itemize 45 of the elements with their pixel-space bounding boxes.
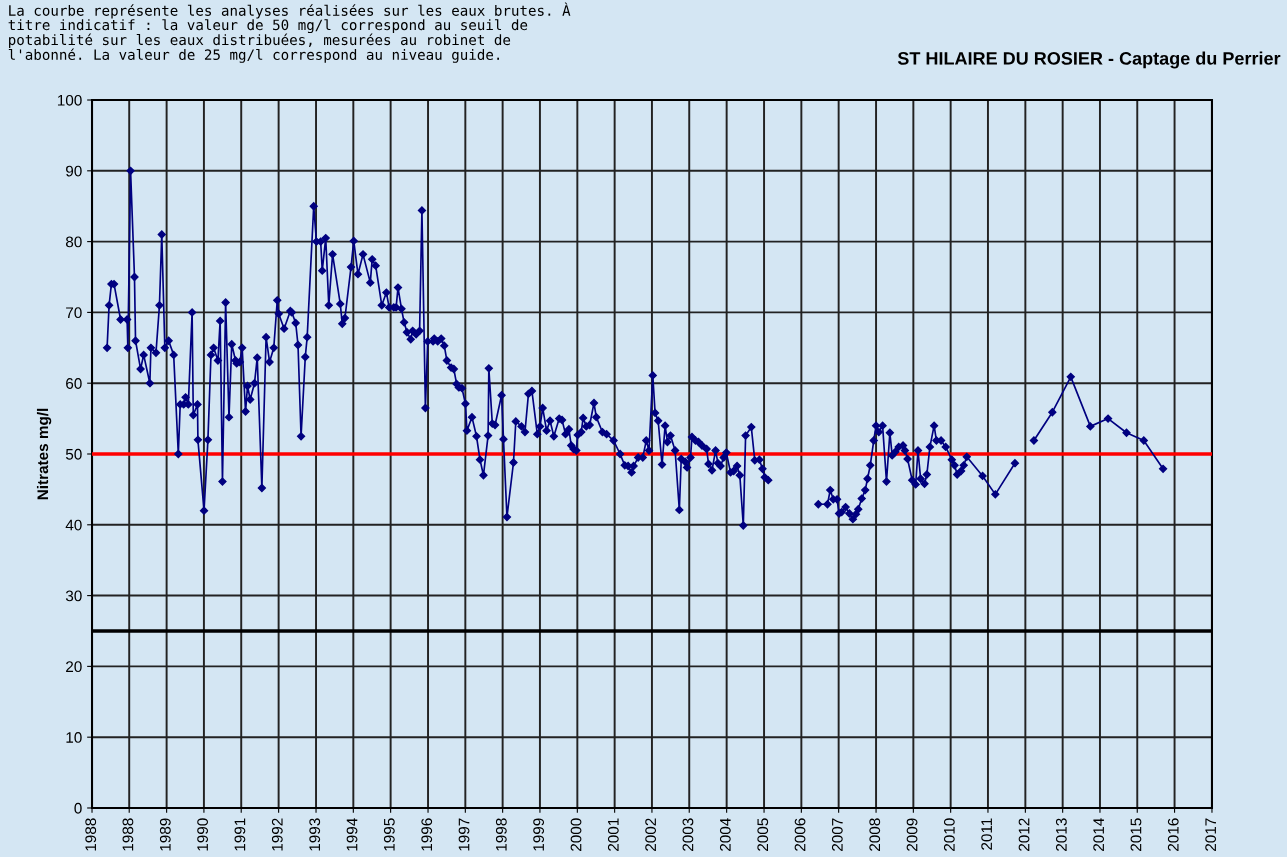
x-tick-label: 1998 — [495, 818, 507, 851]
y-tick-label: 100 — [57, 94, 82, 106]
x-tick-label: 2009 — [906, 818, 918, 851]
x-tick-label: 2000 — [570, 818, 582, 851]
x-tick-label: 2016 — [1167, 818, 1179, 851]
y-tick-label: 40 — [65, 519, 82, 531]
y-tick-label: 20 — [66, 661, 82, 673]
x-tick-label: 2007 — [831, 818, 843, 851]
text: La courbe représente les analyses réalisées sur les eaux brutes. À titre indicatif : la valeur de 50 mg/l correspond au seuil de potabilité sur les eaux distribuées, mesurées au robinet de l'abonné. La valeur de 25 mg/l correspond au niveau guide. — [8, 2, 571, 63]
y-tick-label: 50 — [65, 448, 82, 460]
x-tick-label: 1988 — [85, 818, 97, 851]
x-tick-label: 2003 — [682, 818, 694, 851]
x-tick-label: 2004 — [719, 818, 731, 851]
x-tick-label: 1990 — [197, 818, 209, 851]
x-tick-label: 2017 — [1205, 818, 1217, 851]
x-tick-label: 1993 — [309, 818, 321, 851]
x-tick-label: 1994 — [346, 818, 358, 851]
x-tick-label: 2014 — [1093, 818, 1105, 851]
x-tick-label: 1999 — [533, 818, 545, 851]
x-tick-label: 1996 — [421, 818, 433, 851]
x-tick-label: 2002 — [645, 818, 657, 851]
x-tick-label: 2013 — [1055, 818, 1067, 851]
x-tick-label: 1995 — [383, 818, 395, 851]
x-tick-label: 2011 — [981, 818, 993, 850]
x-tick-label: 2008 — [869, 818, 881, 851]
x-tick-label: 2012 — [1018, 818, 1030, 851]
y-tick-label: 0 — [74, 802, 82, 814]
x-tick-label: 1989 — [159, 818, 171, 851]
x-tick-label: 1991 — [234, 818, 246, 851]
x-tick-label: 2006 — [794, 818, 806, 851]
x-tick-label: 1988 — [122, 818, 134, 851]
x-tick-label: 2010 — [943, 818, 955, 851]
y-tick-label: 90 — [66, 165, 82, 177]
x-tick-label: 1997 — [458, 818, 470, 851]
chart-title: ST HILAIRE DU ROSIER - Captage du Perrier — [897, 51, 1281, 69]
x-tick-label: 1992 — [271, 818, 283, 851]
x-tick-label: 2005 — [757, 818, 769, 851]
y-tick-label: 80 — [65, 236, 82, 248]
y-tick-label: 70 — [66, 307, 82, 319]
y-tick-label: 30 — [65, 590, 82, 602]
y-tick-label: 60 — [66, 378, 82, 389]
x-tick-label: 2001 — [607, 818, 619, 851]
x-tick-label: 2015 — [1130, 818, 1142, 851]
y-tick-label: 10 — [66, 732, 82, 743]
y-axis-title: Nitrates mg/l — [36, 408, 52, 500]
